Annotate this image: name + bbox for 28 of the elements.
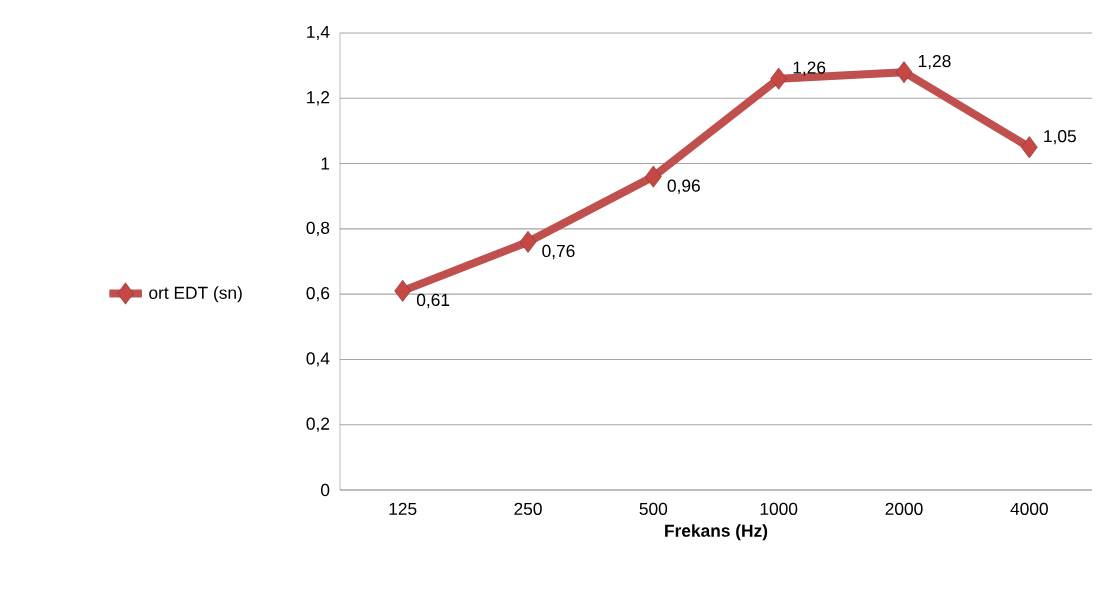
y-tick-label: 0,4 — [306, 352, 330, 367]
data-label: 0,96 — [667, 179, 700, 194]
y-tick-label: 0,8 — [306, 221, 330, 237]
point — [1020, 136, 1038, 159]
x-tick-label: 4000 — [1010, 502, 1048, 515]
data-label: 1,05 — [1044, 129, 1076, 145]
x-axis-title: Frekans (Hz) — [665, 524, 768, 541]
x-tick-label: 500 — [639, 502, 668, 515]
y-tick-label: 1,2 — [307, 91, 330, 106]
data-label: 0,76 — [542, 244, 575, 260]
data-label: 1,26 — [793, 61, 826, 76]
legend-label: ort EDT (sn) — [149, 286, 242, 303]
y-tick-label: 0,6 — [306, 286, 330, 302]
x-tick-label: 250 — [514, 502, 542, 515]
y-tick-label: 1,4 — [307, 25, 330, 41]
x-tick-label: 2000 — [885, 502, 923, 515]
point — [645, 165, 662, 188]
point — [770, 67, 788, 90]
y-tick-label: 0 — [320, 483, 330, 497]
point — [394, 279, 412, 302]
x-tick-label: 1000 — [760, 502, 798, 515]
x-tick-label: 125 — [389, 502, 417, 515]
y-tick-label: 0,2 — [306, 417, 330, 432]
point — [519, 230, 537, 253]
point — [895, 61, 913, 84]
data-label: 1,28 — [918, 54, 951, 70]
y-tick-label: 1 — [321, 157, 330, 170]
data-label: 0,61 — [416, 293, 450, 309]
